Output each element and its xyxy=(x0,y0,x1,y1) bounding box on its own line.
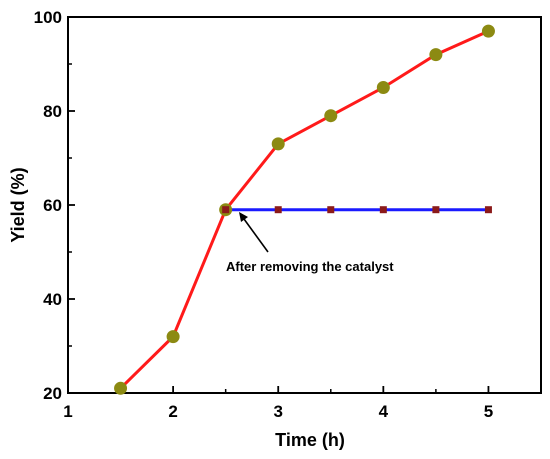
data-point xyxy=(379,206,387,214)
y-tick-label: 40 xyxy=(43,290,62,309)
series-1 xyxy=(119,29,490,390)
annotation-arrowhead xyxy=(239,212,248,222)
y-tick-label: 80 xyxy=(43,102,62,121)
data-point xyxy=(432,206,440,214)
x-tick-label: 5 xyxy=(484,402,493,421)
annotation-arrow xyxy=(243,218,269,253)
y-tick-label: 20 xyxy=(43,384,62,403)
annotation-layer: After removing the catalyst xyxy=(226,212,394,274)
x-tick-label: 1 xyxy=(63,402,72,421)
x-tick-label: 3 xyxy=(273,402,282,421)
data-point xyxy=(222,206,230,214)
plot-frame xyxy=(67,16,542,394)
x-tick-label: 4 xyxy=(379,402,389,421)
axis-ticks: 1 2 3 4 5 20 40 60 80 100 xyxy=(34,8,494,421)
x-tick-label: 2 xyxy=(168,402,177,421)
y-tick-label: 60 xyxy=(43,196,62,215)
data-point xyxy=(376,81,390,94)
y-tick-label: 100 xyxy=(34,8,62,27)
x-axis-label: Time (h) xyxy=(275,430,345,450)
series-layer xyxy=(114,24,495,395)
data-point xyxy=(166,330,180,344)
data-point xyxy=(274,206,282,214)
data-point xyxy=(327,206,335,214)
data-point xyxy=(114,381,128,395)
data-point xyxy=(429,48,443,62)
annotation-label: After removing the catalyst xyxy=(226,259,394,274)
series-line xyxy=(119,29,490,390)
data-point xyxy=(481,24,495,38)
series-2-markers xyxy=(222,206,492,214)
y-axis-label: Yield (%) xyxy=(8,167,28,242)
data-point xyxy=(271,137,285,151)
data-point xyxy=(484,206,492,214)
data-point xyxy=(324,109,338,123)
